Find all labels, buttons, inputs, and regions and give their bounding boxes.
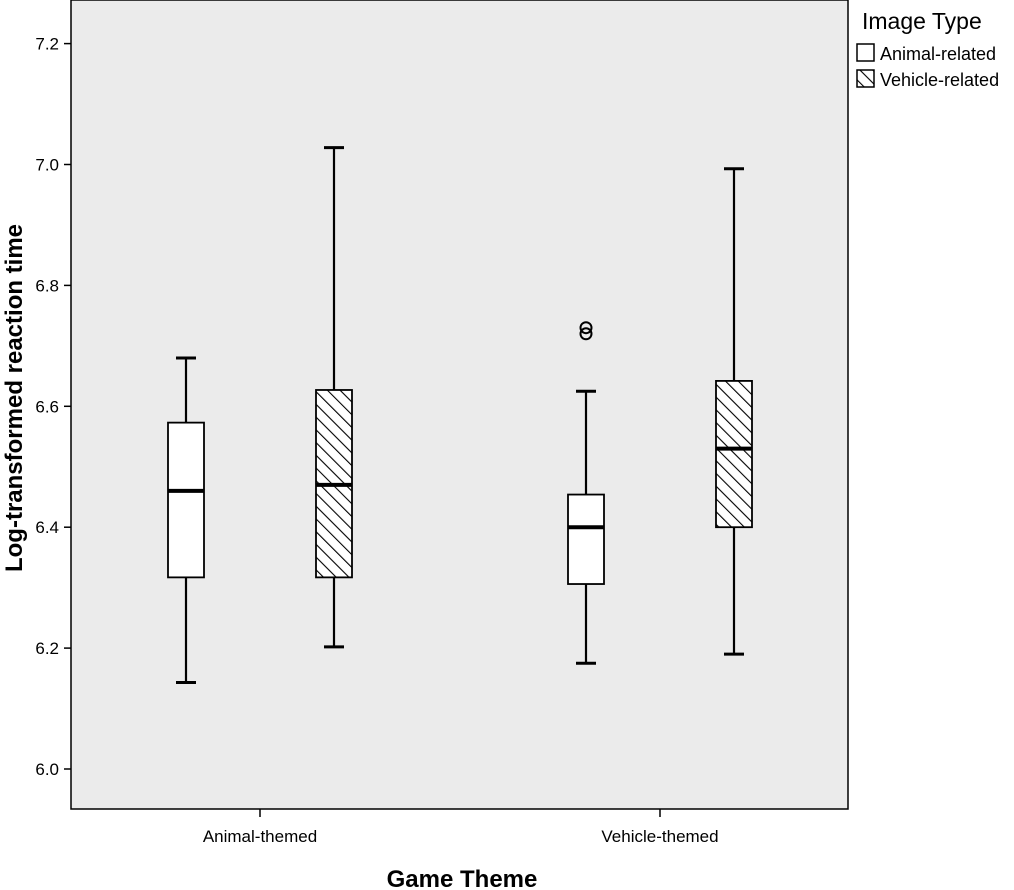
x-axis: Animal-themed Vehicle-themed xyxy=(203,809,719,846)
y-axis-title: Log-transformed reaction time xyxy=(1,224,28,572)
y-tick-label-7-0: 7.0 xyxy=(35,156,59,175)
legend-title: Image Type xyxy=(862,8,982,34)
y-tick-label-6-2: 6.2 xyxy=(35,639,59,658)
x-tick-label-animal-themed: Animal-themed xyxy=(203,827,317,846)
box-animal-related-vehicle-themed xyxy=(567,321,605,665)
box-vehicle-related-animal-themed xyxy=(315,146,353,649)
y-tick-label-7-2: 7.2 xyxy=(35,35,59,54)
x-tick-label-vehicle-themed: Vehicle-themed xyxy=(601,827,718,846)
legend-label-vehicle-related: Vehicle-related xyxy=(880,70,999,90)
legend-swatch-vehicle-related xyxy=(856,69,875,88)
y-tick-label-6-0: 6.0 xyxy=(35,760,59,779)
boxplots xyxy=(167,146,753,685)
iqr-box xyxy=(715,380,753,529)
y-axis: 6.0 6.2 6.4 6.6 6.8 7.0 7.2 xyxy=(35,35,71,779)
outlier-point-0 xyxy=(579,327,593,341)
y-tick-label-6-4: 6.4 xyxy=(35,518,59,537)
outlier-point-1 xyxy=(579,321,593,335)
box-vehicle-related-vehicle-themed xyxy=(715,167,753,656)
box-animal-related-animal-themed xyxy=(167,356,205,685)
y-tick-label-6-8: 6.8 xyxy=(35,276,59,295)
legend-swatch-animal-related xyxy=(856,43,875,62)
legend: Image Type Animal-related Vehicle-relate… xyxy=(856,8,999,90)
iqr-box xyxy=(567,493,605,585)
y-tick-label-6-6: 6.6 xyxy=(35,397,59,416)
legend-label-animal-related: Animal-related xyxy=(880,44,996,64)
x-axis-title: Game Theme xyxy=(387,866,538,890)
iqr-box xyxy=(167,421,205,579)
